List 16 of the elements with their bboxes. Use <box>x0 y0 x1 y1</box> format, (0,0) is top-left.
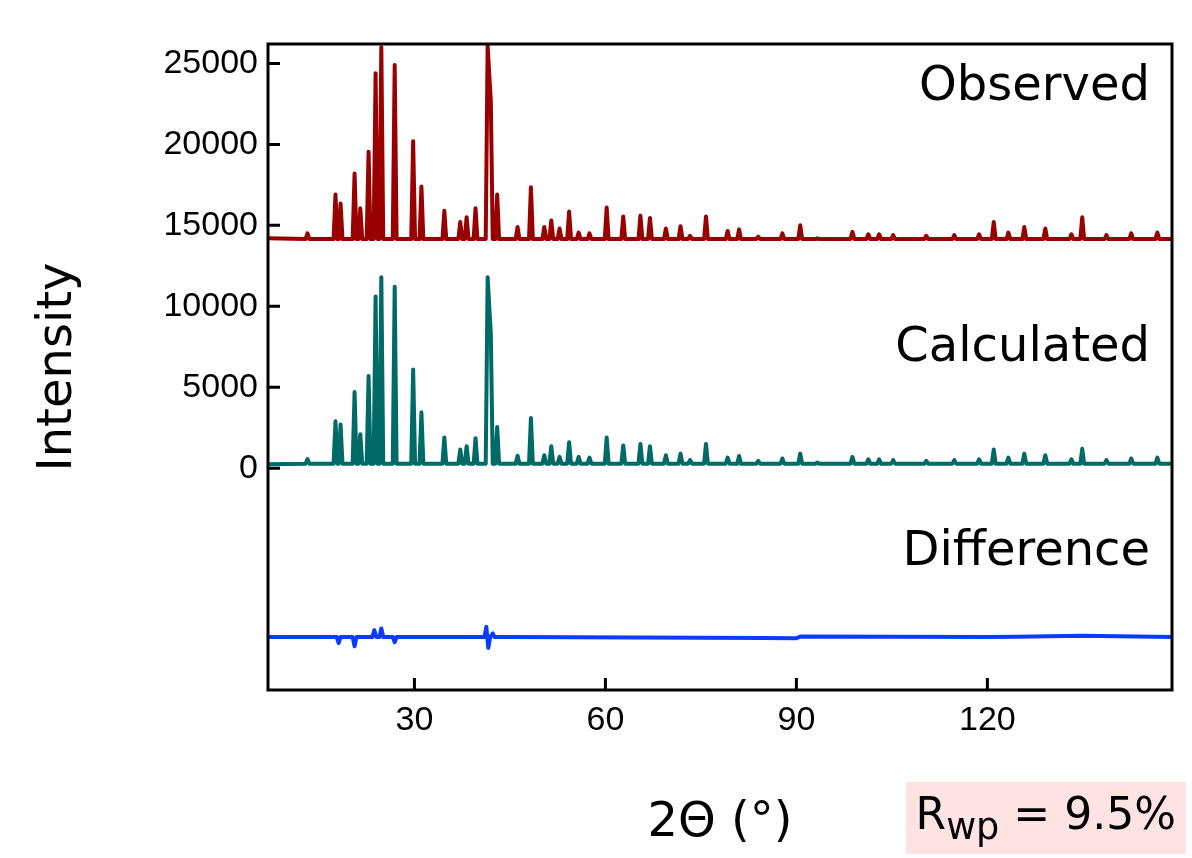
x-tick-label: 60 <box>586 698 625 737</box>
text: R$_{wp}$ = 9.5% <box>905 782 1186 854</box>
x-tick-label: 30 <box>395 698 434 737</box>
text: Observed <box>919 55 1150 112</box>
x-axis-title: 2Θ (°) <box>647 790 793 847</box>
series-label: Calculated <box>895 315 1150 372</box>
y-tick-label: 0 <box>239 446 258 485</box>
y-tick-label: 10000 <box>163 284 258 323</box>
y-tick-label: 15000 <box>163 203 258 242</box>
x-tick-label: 90 <box>777 698 816 737</box>
y-tick-label: 25000 <box>163 41 258 80</box>
series-label: Difference <box>902 520 1150 577</box>
y-tick-label: 20000 <box>163 122 258 161</box>
y-tick-label: 5000 <box>182 365 258 404</box>
y-axis-title: Intensity <box>26 262 83 472</box>
x-tick-label: 120 <box>959 698 1016 737</box>
